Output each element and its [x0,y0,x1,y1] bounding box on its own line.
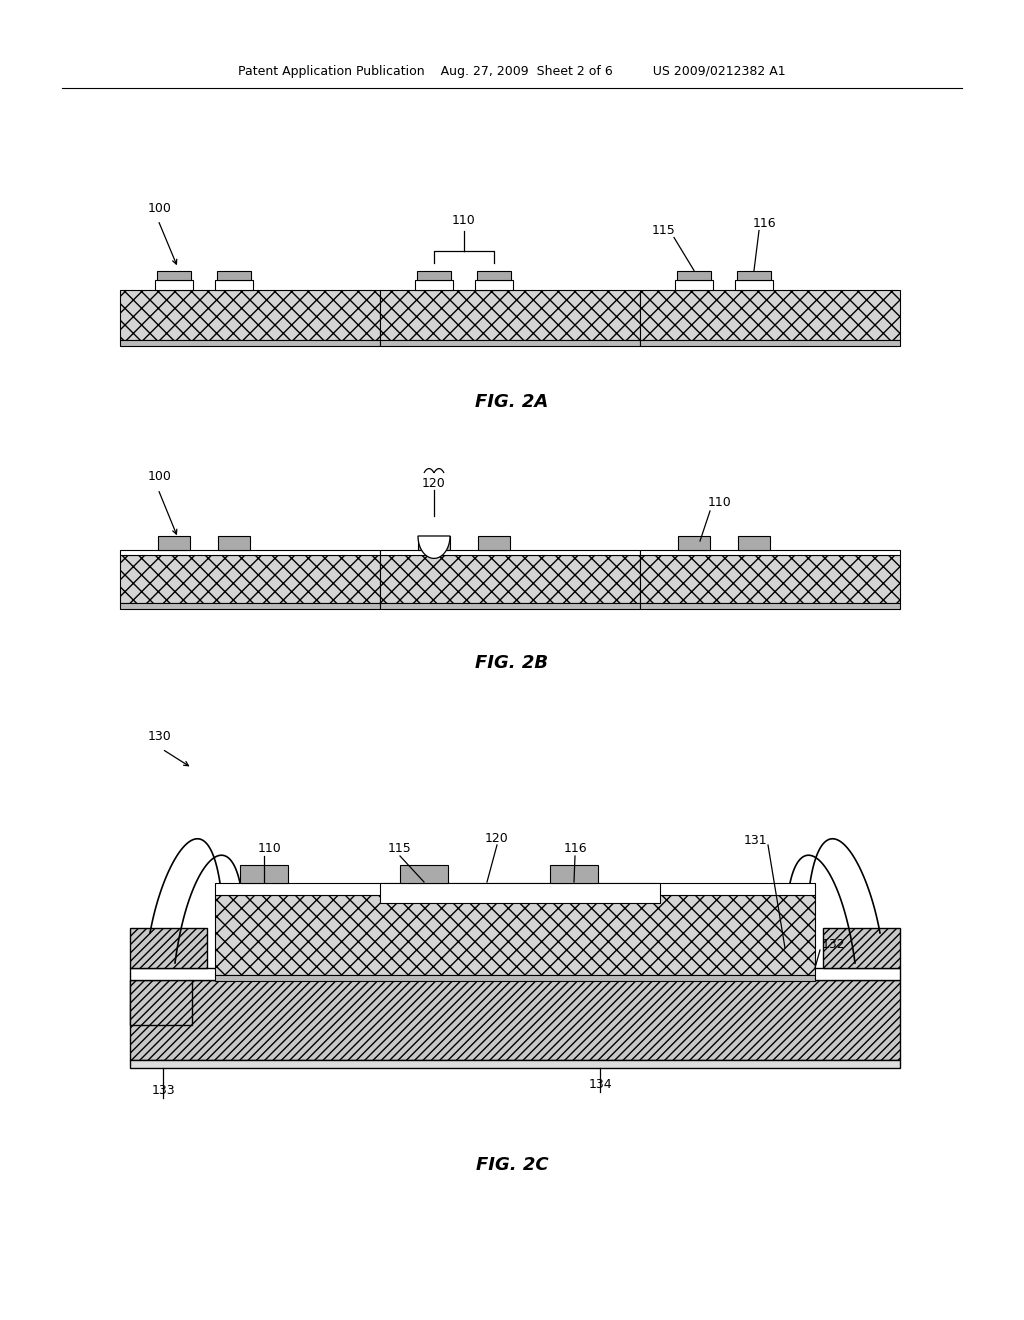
Text: 110: 110 [453,214,476,227]
Bar [735,280,773,290]
Bar [130,1060,900,1068]
Bar [380,550,640,554]
Bar [417,271,451,280]
Bar [640,550,900,554]
Bar [823,928,900,968]
Bar [240,865,288,883]
Bar [380,554,640,603]
Bar [475,280,513,290]
Text: 115: 115 [652,224,676,238]
Bar [155,280,193,290]
Bar [120,554,380,603]
Text: FIG. 2A: FIG. 2A [475,393,549,411]
Bar [677,271,711,280]
Bar [737,271,771,280]
Bar [380,883,660,903]
Bar [120,290,380,341]
Bar [380,341,640,346]
Bar [130,928,207,968]
Bar [640,603,900,609]
Bar [215,895,815,975]
Bar [215,883,815,895]
Text: FIG. 2C: FIG. 2C [476,1156,548,1173]
Text: 115: 115 [388,842,412,854]
Bar [217,271,251,280]
Bar [550,865,598,883]
Bar [675,280,713,290]
Text: 132: 132 [822,939,846,952]
Text: 116: 116 [753,216,776,230]
Text: 116: 116 [563,842,587,854]
Bar [215,280,253,290]
Text: 100: 100 [148,470,172,483]
Text: 120: 120 [422,477,445,490]
Text: 134: 134 [588,1078,611,1092]
Bar [120,550,380,554]
Bar [640,341,900,346]
Bar [640,554,900,603]
Bar [640,290,900,341]
Text: 120: 120 [485,832,509,845]
Bar [418,536,450,550]
Polygon shape [418,536,450,558]
Text: 110: 110 [709,496,732,510]
Bar [130,968,900,979]
Bar [120,341,380,346]
Text: Patent Application Publication    Aug. 27, 2009  Sheet 2 of 6          US 2009/0: Patent Application Publication Aug. 27, … [239,66,785,78]
Text: 130: 130 [148,730,172,743]
Bar [120,603,380,609]
Text: FIG. 2B: FIG. 2B [475,653,549,672]
Bar [415,280,453,290]
Text: 100: 100 [148,202,172,214]
Bar [215,975,815,981]
Bar [400,865,449,883]
Bar [678,536,710,550]
Bar [738,536,770,550]
Bar [158,536,190,550]
Bar [130,979,900,1060]
Bar [218,536,250,550]
Text: 110: 110 [258,842,282,854]
Bar [130,979,193,1026]
Text: 131: 131 [743,833,767,846]
Text: 133: 133 [152,1084,175,1097]
Bar [478,536,510,550]
Bar [157,271,191,280]
Bar [380,603,640,609]
Bar [477,271,511,280]
Bar [380,290,640,341]
